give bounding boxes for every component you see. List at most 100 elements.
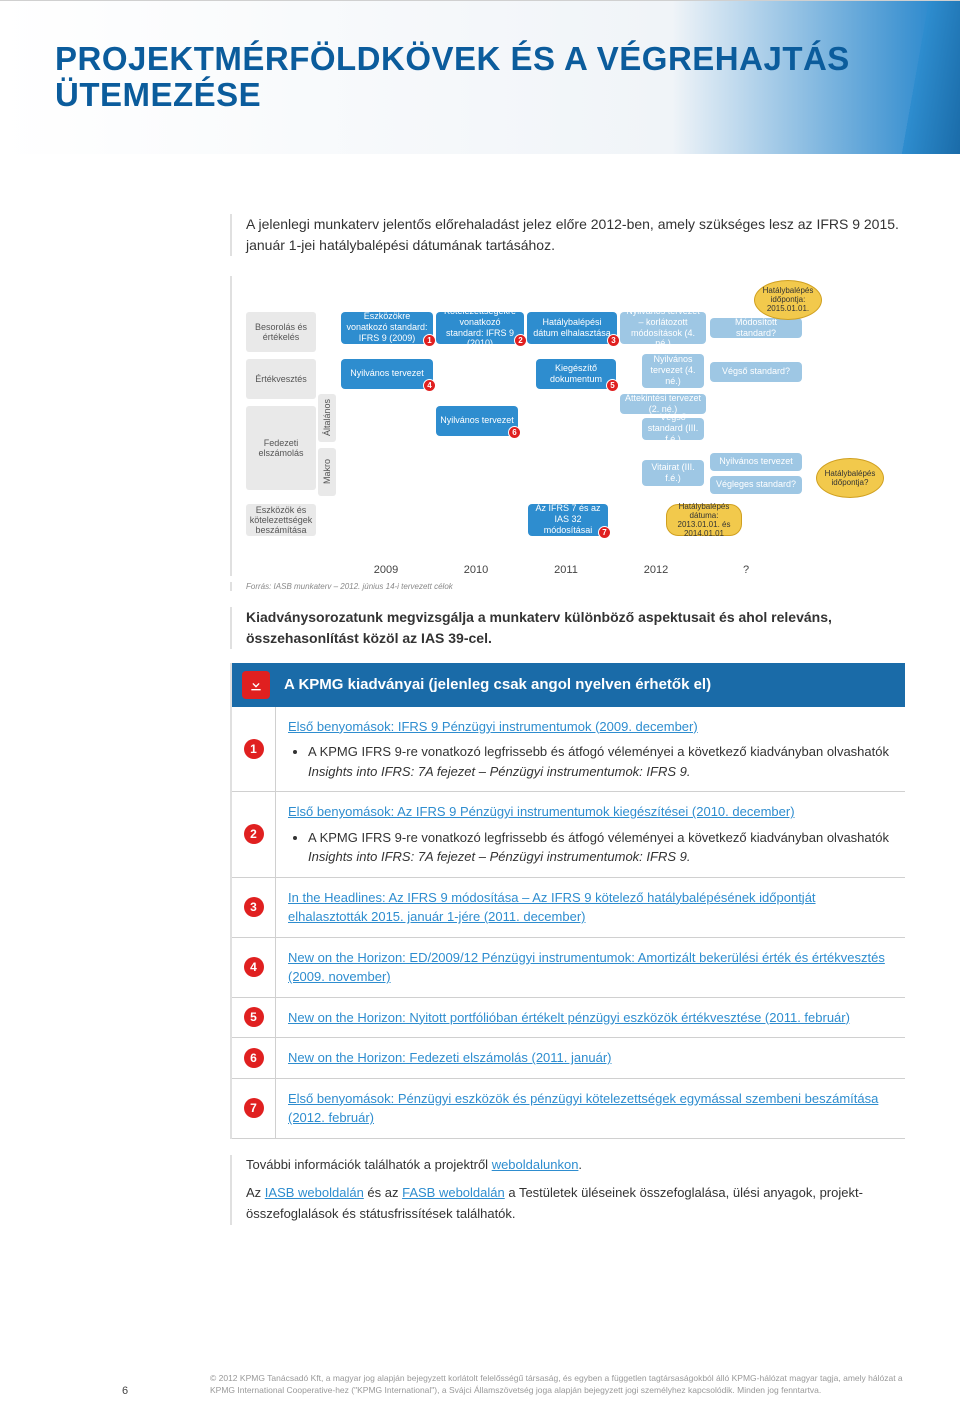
- download-icon: [242, 671, 270, 699]
- timeline-badge: 3: [607, 334, 620, 347]
- timeline-badge: 6: [508, 426, 521, 439]
- publication-bullet-em: Insights into IFRS: 7A fejezet – Pénzügy…: [308, 764, 690, 779]
- timeline-badge: 7: [598, 526, 611, 539]
- timeline-year: 2012: [611, 564, 701, 576]
- publication-text-cell: New on the Horizon: Fedezeti elszámolás …: [276, 1038, 905, 1078]
- publication-row: 3 In the Headlines: Az IFRS 9 módosítása …: [232, 878, 905, 938]
- publication-link[interactable]: Első benyomások: Az IFRS 9 Pénzügyi inst…: [288, 804, 795, 819]
- publication-row: 2 Első benyomások: Az IFRS 9 Pénzügyi ins…: [232, 792, 905, 878]
- publication-number-cell: 2: [232, 792, 276, 877]
- publication-row: 4 New on the Horizon: ED/2009/12 Pénzügyi…: [232, 938, 905, 998]
- publication-link[interactable]: Első benyomások: Pénzügyi eszközök és pé…: [288, 1091, 878, 1126]
- publication-number-cell: 7: [232, 1079, 276, 1138]
- page-title: PROJEKTMÉRFÖLDKÖVEK ÉS A VÉGREHAJTÁS ÜTE…: [55, 41, 960, 114]
- timeline-callout: Hatálybalépés időpontja: 2015.01.01.: [754, 280, 822, 320]
- publication-number-cell: 6: [232, 1038, 276, 1078]
- timeline-box: Kiegészítő dokumentum: [536, 359, 616, 389]
- publication-text-cell: New on the Horizon: Nyitott portfólióban…: [276, 998, 905, 1038]
- timeline-box: Áttekintési tervezet (2. né.): [620, 394, 706, 414]
- timeline-row-label: Fedezeti elszámolás: [246, 406, 316, 490]
- timeline-box: Végleges standard?: [710, 476, 802, 494]
- timeline-row-label: Értékvesztés: [246, 359, 316, 399]
- timeline-box: Nyilvános tervezet (4. né.): [642, 354, 704, 388]
- timeline-year: ?: [701, 564, 791, 576]
- timeline-row-label: Eszközök és kötelezettségek beszámítása: [246, 504, 316, 536]
- publications-header: A KPMG kiadványai (jelenleg csak angol n…: [232, 663, 905, 707]
- publication-link[interactable]: In the Headlines: Az IFRS 9 módosítása –…: [288, 890, 816, 925]
- timeline-vertical-label: Makro: [318, 448, 336, 496]
- page-number: 6: [40, 1385, 210, 1397]
- publication-bullet-list: A KPMG IFRS 9-re vonatkozó legfrissebb é…: [288, 742, 893, 781]
- timeline-vertical-label: Általános: [318, 394, 336, 442]
- publication-number-cell: 5: [232, 998, 276, 1038]
- publication-number-badge: 1: [244, 739, 264, 759]
- publication-number-cell: 4: [232, 938, 276, 997]
- publication-number-cell: 1: [232, 707, 276, 792]
- publication-link[interactable]: New on the Horizon: ED/2009/12 Pénzügyi …: [288, 950, 885, 985]
- timeline-callout: Hatálybalépés időpontja?: [816, 458, 884, 498]
- publication-text-cell: In the Headlines: Az IFRS 9 módosítása –…: [276, 878, 905, 937]
- link-iasb[interactable]: IASB weboldalán: [265, 1185, 364, 1200]
- timeline-box: Végső standard (III. f.é.): [642, 418, 704, 440]
- publications-table: A KPMG kiadványai (jelenleg csak angol n…: [230, 663, 905, 1139]
- timeline-box: Nyilvános tervezet: [341, 359, 433, 389]
- footer-text-1b: .: [578, 1157, 582, 1172]
- publication-text-cell: Első benyomások: Az IFRS 9 Pénzügyi inst…: [276, 792, 905, 877]
- page-footer: 6 © 2012 KPMG Tanácsadó Kft, a magyar jo…: [0, 1373, 960, 1397]
- link-fasb[interactable]: FASB weboldalán: [402, 1185, 505, 1200]
- section-subtext: Kiadványsorozatunk megvizsgálja a munkat…: [230, 607, 905, 649]
- page-header: PROJEKTMÉRFÖLDKÖVEK ÉS A VÉGREHAJTÁS ÜTE…: [0, 0, 960, 154]
- publication-number-badge: 5: [244, 1007, 264, 1027]
- timeline-row-label: Besorolás és értékelés: [246, 312, 316, 352]
- timeline-chart: Besorolás és értékelés Értékvesztés Fedeze…: [246, 276, 886, 576]
- timeline-badge: 2: [514, 334, 527, 347]
- timeline-box: Vitairat (III. f.é.): [642, 460, 704, 486]
- publication-link[interactable]: Első benyomások: IFRS 9 Pénzügyi instrum…: [288, 719, 698, 734]
- timeline-box: Módosított standard?: [710, 318, 802, 338]
- footer-info: További információk találhatók a projekt…: [230, 1155, 905, 1225]
- footer-text-2b: és az: [364, 1185, 402, 1200]
- timeline-badge: 4: [423, 379, 436, 392]
- publications-header-title: A KPMG kiadványai (jelenleg csak angol n…: [284, 676, 711, 693]
- publication-number-badge: 4: [244, 957, 264, 977]
- timeline-box: Végső standard?: [710, 362, 802, 382]
- timeline-year: 2009: [341, 564, 431, 576]
- link-weboldalunkon[interactable]: weboldalunkon: [492, 1157, 579, 1172]
- publication-number-badge: 6: [244, 1048, 264, 1068]
- timeline-year: 2010: [431, 564, 521, 576]
- timeline-chart-container: Besorolás és értékelés Értékvesztés Fedeze…: [230, 276, 905, 576]
- publication-bullet-em: Insights into IFRS: 7A fejezet – Pénzügy…: [308, 849, 690, 864]
- chart-source-note: Forrás: IASB munkaterv – 2012. június 14…: [230, 582, 905, 591]
- publication-row: 6 New on the Horizon: Fedezeti elszámolás…: [232, 1038, 905, 1079]
- publication-number-badge: 7: [244, 1098, 264, 1118]
- intro-paragraph: A jelenlegi munkaterv jelentős előrehala…: [230, 214, 905, 256]
- timeline-box: Hatálybalépési dátum elhalasztása: [527, 312, 617, 344]
- publication-number-badge: 3: [244, 897, 264, 917]
- publication-text-cell: Első benyomások: Pénzügyi eszközök és pé…: [276, 1079, 905, 1138]
- timeline-callout: Hatálybalépés dátuma: 2013.01.01. és 201…: [666, 504, 742, 536]
- timeline-badge: 5: [606, 379, 619, 392]
- timeline-box: Nyilvános tervezet: [710, 453, 802, 471]
- timeline-year-axis: 2009201020112012?: [341, 564, 791, 576]
- timeline-badge: 1: [423, 334, 436, 347]
- timeline-box: Eszközökre vonatkozó standard: IFRS 9 (2…: [341, 312, 433, 344]
- publication-text-cell: New on the Horizon: ED/2009/12 Pénzügyi …: [276, 938, 905, 997]
- publication-text-cell: Első benyomások: IFRS 9 Pénzügyi instrum…: [276, 707, 905, 792]
- publication-row: 5 New on the Horizon: Nyitott portfólióba…: [232, 998, 905, 1039]
- timeline-box: Nyilvános tervezet: [436, 406, 518, 436]
- publication-row: 7 Első benyomások: Pénzügyi eszközök és p…: [232, 1079, 905, 1139]
- timeline-box: Az IFRS 7 és az IAS 32 módosításai: [528, 504, 608, 536]
- timeline-year: 2011: [521, 564, 611, 576]
- publication-bullet-list: A KPMG IFRS 9-re vonatkozó legfrissebb é…: [288, 828, 893, 867]
- publication-number-cell: 3: [232, 878, 276, 937]
- publication-link[interactable]: New on the Horizon: Fedezeti elszámolás …: [288, 1050, 611, 1065]
- publication-link[interactable]: New on the Horizon: Nyitott portfólióban…: [288, 1010, 850, 1025]
- timeline-box: Nyilvános tervezet – korlátozott módosít…: [620, 312, 706, 344]
- copyright-text: © 2012 KPMG Tanácsadó Kft, a magyar jog …: [210, 1373, 920, 1397]
- publication-row: 1 Első benyomások: IFRS 9 Pénzügyi instru…: [232, 707, 905, 793]
- footer-text-1a: További információk találhatók a projekt…: [246, 1157, 492, 1172]
- footer-text-2a: Az: [246, 1185, 265, 1200]
- publication-number-badge: 2: [244, 824, 264, 844]
- publication-bullet: A KPMG IFRS 9-re vonatkozó legfrissebb é…: [308, 742, 893, 781]
- publication-bullet: A KPMG IFRS 9-re vonatkozó legfrissebb é…: [308, 828, 893, 867]
